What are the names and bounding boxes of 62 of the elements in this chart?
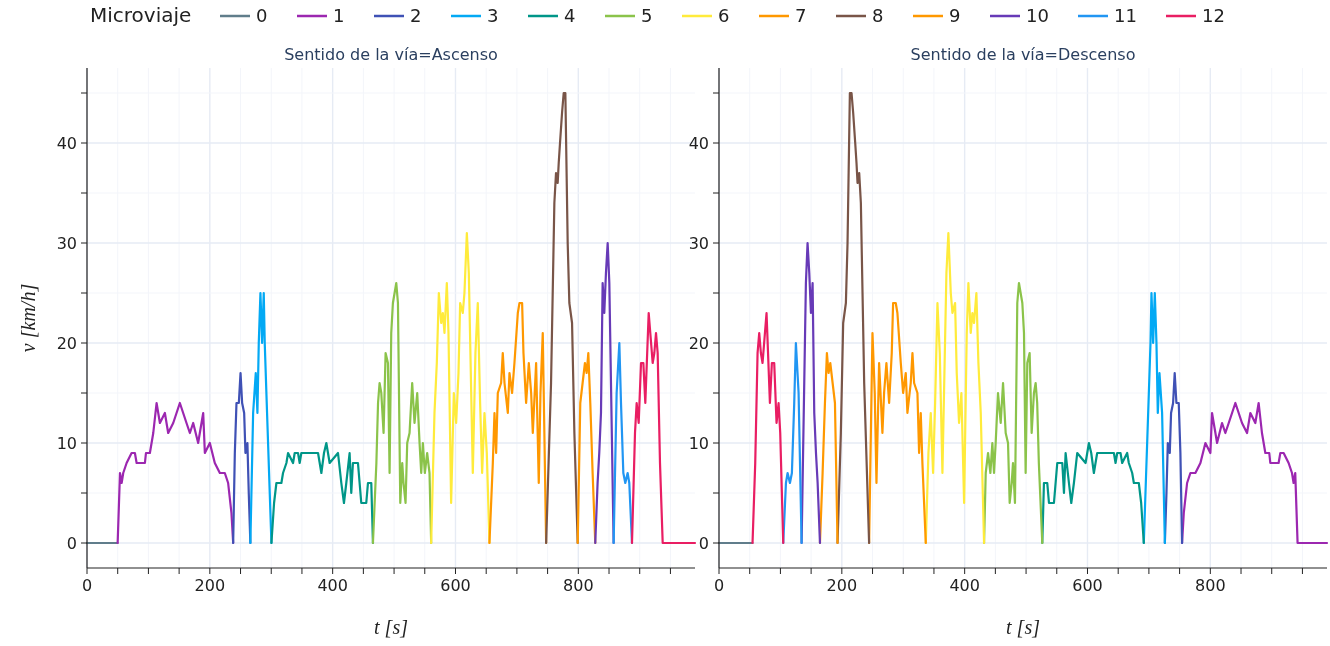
line-series — [836, 91, 871, 545]
line-series — [868, 301, 927, 545]
y-tick-label: 30 — [688, 234, 709, 253]
x-tick-label: 200 — [194, 576, 226, 595]
y-tick-label: 40 — [56, 134, 77, 153]
x-tick-label: 600 — [440, 576, 471, 595]
line-series — [1142, 291, 1166, 545]
x-tick-label: 0 — [81, 576, 93, 595]
y-tick-label: 0 — [698, 534, 709, 553]
y-tick-label: 10 — [688, 434, 709, 453]
x-tick-label: 600 — [1072, 576, 1103, 595]
line-series — [982, 281, 1044, 545]
chart-title: Sentido de la vía=Descenso — [910, 45, 1136, 64]
line-series — [782, 341, 803, 545]
line-series — [818, 351, 839, 545]
line-series — [594, 241, 615, 545]
legend-label: 0 — [256, 5, 268, 26]
legend-label: 4 — [564, 5, 576, 26]
legend-label: 5 — [641, 5, 653, 26]
line-series — [371, 281, 433, 545]
legend-label: 7 — [795, 5, 807, 26]
line-series — [232, 371, 252, 545]
x-tick-label: 400 — [949, 576, 980, 595]
line-series — [612, 341, 634, 545]
line-series — [1163, 371, 1184, 545]
chart-title: Sentido de la vía=Ascenso — [284, 45, 498, 64]
legend-label: 12 — [1202, 5, 1225, 26]
line-series — [924, 231, 986, 545]
line-series — [249, 291, 273, 545]
x-tick-label: 0 — [713, 576, 725, 595]
x-tick-label: 400 — [317, 576, 348, 595]
y-tick-label: 0 — [66, 534, 77, 553]
line-series — [1180, 401, 1329, 545]
legend-label: 11 — [1114, 5, 1137, 26]
legend-label: 2 — [410, 5, 422, 26]
legend-label: 3 — [487, 5, 499, 26]
x-tick-label: 800 — [1195, 576, 1226, 595]
line-series — [430, 231, 491, 545]
line-series — [576, 351, 597, 545]
y-tick-label: 10 — [56, 434, 77, 453]
line-series — [1041, 441, 1145, 545]
line-series — [545, 91, 579, 545]
legend-label: 6 — [718, 5, 730, 26]
y-axis-title: v [km/h] — [17, 283, 39, 353]
y-tick-label: 20 — [56, 334, 77, 353]
legend-title: Microviaje — [90, 3, 192, 27]
line-series — [800, 241, 822, 545]
y-tick-label: 20 — [688, 334, 709, 353]
x-axis-title: t [s] — [1006, 616, 1040, 638]
x-axis-title: t [s] — [374, 616, 408, 638]
line-series — [270, 441, 375, 545]
y-tick-label: 40 — [688, 134, 709, 153]
y-tick-label: 30 — [56, 234, 77, 253]
legend-label: 10 — [1026, 5, 1049, 26]
legend-label: 8 — [872, 5, 884, 26]
line-series — [488, 301, 548, 545]
line-series — [116, 401, 235, 545]
x-tick-label: 200 — [826, 576, 858, 595]
x-tick-label: 800 — [563, 576, 594, 595]
line-series — [751, 311, 785, 545]
legend-label: 9 — [949, 5, 961, 26]
legend-label: 1 — [333, 5, 345, 26]
